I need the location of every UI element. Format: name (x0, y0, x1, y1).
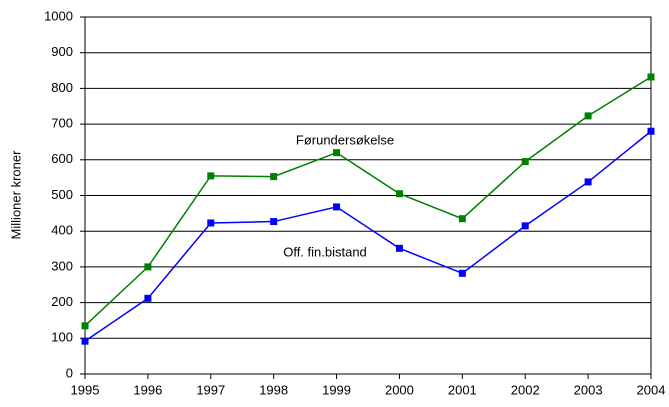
point (458, 215, 466, 223)
point (395, 244, 403, 252)
y-tick-label: 700 (51, 116, 73, 131)
point (207, 172, 215, 180)
point (521, 222, 529, 230)
series-line (84, 76, 652, 327)
x-tick-label: 1998 (259, 382, 288, 397)
point (81, 337, 89, 345)
point (270, 218, 278, 226)
x-tick-label: 2004 (637, 382, 666, 397)
y-tick-label: 900 (51, 44, 73, 59)
y-tick-label: 300 (51, 258, 73, 273)
x-tick-label: 1995 (71, 382, 100, 397)
y-tick-label: 200 (51, 294, 73, 309)
point (521, 158, 529, 166)
y-tick-label: 400 (51, 223, 73, 238)
point (270, 173, 278, 181)
x-tick-label: 1999 (322, 382, 351, 397)
point (584, 178, 592, 186)
x-tick-label: 2001 (448, 382, 477, 397)
y-tick-label: 0 (66, 365, 73, 380)
x-tick-label: 2003 (574, 382, 603, 397)
point (647, 73, 655, 81)
y-tick-label: 500 (51, 187, 73, 202)
point (647, 127, 655, 135)
x-tick-label: 1997 (196, 382, 225, 397)
x-tick-label: 1996 (133, 382, 162, 397)
y-tick-label: 600 (51, 151, 73, 166)
y-tick-label: 100 (51, 330, 73, 345)
point (144, 294, 152, 302)
point (333, 203, 341, 211)
point (207, 219, 215, 227)
point (81, 322, 89, 330)
plot-frame (84, 16, 652, 375)
y-tick-label: 800 (51, 80, 73, 95)
point (458, 269, 466, 277)
series-line (84, 130, 652, 342)
y-axis-label: Millioner kroner (8, 150, 23, 240)
point (144, 263, 152, 271)
point (584, 112, 592, 120)
point (395, 190, 403, 198)
x-tick-label: 2002 (511, 382, 540, 397)
series-label: Off. fin.bistand (283, 244, 367, 259)
series-label: Førundersøkelse (296, 132, 394, 147)
point (333, 149, 341, 157)
y-tick-label: 1000 (44, 8, 73, 23)
x-tick-label: 2000 (385, 382, 414, 397)
